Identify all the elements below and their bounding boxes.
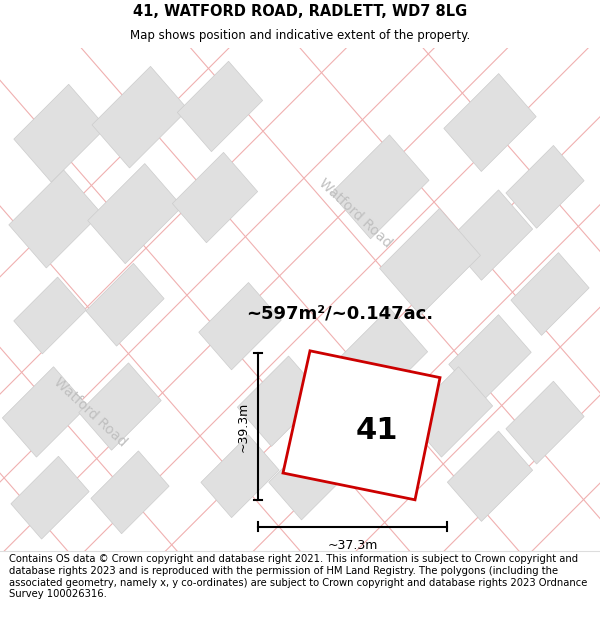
Text: Watford Road: Watford Road xyxy=(316,176,394,251)
Text: ~39.3m: ~39.3m xyxy=(236,401,250,451)
Polygon shape xyxy=(88,164,182,264)
Polygon shape xyxy=(92,66,188,168)
Polygon shape xyxy=(86,263,164,346)
Polygon shape xyxy=(380,208,481,316)
Polygon shape xyxy=(14,84,106,182)
Text: ~597m²/~0.147ac.: ~597m²/~0.147ac. xyxy=(247,304,434,322)
Polygon shape xyxy=(448,431,533,521)
Polygon shape xyxy=(506,146,584,228)
Polygon shape xyxy=(448,190,533,280)
Text: 41: 41 xyxy=(356,416,398,445)
Polygon shape xyxy=(2,367,88,457)
Polygon shape xyxy=(506,381,584,464)
Polygon shape xyxy=(449,314,531,402)
Polygon shape xyxy=(238,356,323,446)
Text: 41, WATFORD ROAD, RADLETT, WD7 8LG: 41, WATFORD ROAD, RADLETT, WD7 8LG xyxy=(133,4,467,19)
Polygon shape xyxy=(199,282,281,370)
Polygon shape xyxy=(332,308,428,409)
Polygon shape xyxy=(283,351,440,500)
Polygon shape xyxy=(9,170,101,268)
Text: Watford Road: Watford Road xyxy=(51,374,129,449)
Polygon shape xyxy=(172,152,257,242)
Polygon shape xyxy=(511,253,589,336)
Polygon shape xyxy=(178,61,263,152)
Polygon shape xyxy=(407,367,493,457)
Text: Contains OS data © Crown copyright and database right 2021. This information is : Contains OS data © Crown copyright and d… xyxy=(9,554,587,599)
Text: Map shows position and indicative extent of the property.: Map shows position and indicative extent… xyxy=(130,29,470,42)
Polygon shape xyxy=(14,277,86,354)
Polygon shape xyxy=(444,74,536,171)
Polygon shape xyxy=(91,451,169,534)
Text: ~37.3m: ~37.3m xyxy=(328,539,377,552)
Polygon shape xyxy=(11,456,89,539)
Polygon shape xyxy=(201,435,279,518)
Polygon shape xyxy=(331,135,429,239)
Polygon shape xyxy=(269,432,351,520)
Polygon shape xyxy=(79,363,161,450)
